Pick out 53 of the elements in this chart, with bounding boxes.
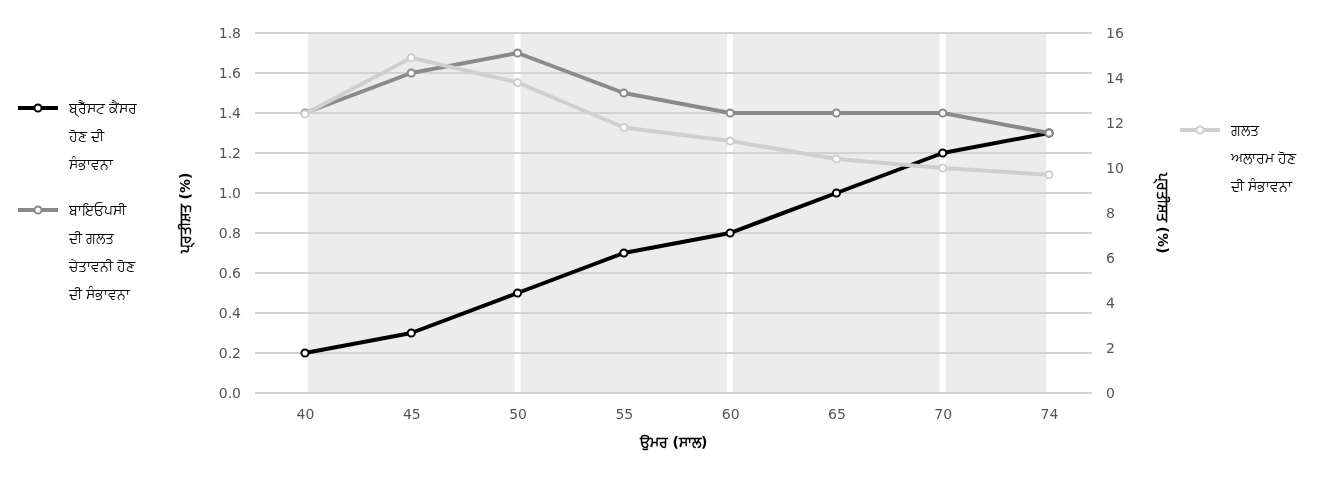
y2-tick-label: 14	[1106, 69, 1124, 86]
point	[619, 88, 629, 98]
x-tick-label: 40	[296, 405, 315, 422]
y-tick-label: 1.8	[218, 24, 241, 41]
point	[513, 48, 523, 58]
point	[938, 148, 948, 158]
point	[406, 53, 416, 63]
point	[831, 108, 841, 118]
y2-tick-label: 8	[1106, 204, 1115, 221]
legend-label: ਬਾਇਓਪਸੀ ਦੀ ਗਲਤ ਚੇਤਾਵਨੀ ਹੋਣ ਦੀ ਸੰਭਾਵਨਾ	[68, 202, 137, 302]
point	[725, 108, 735, 118]
y2-tick-label: 0	[1106, 384, 1115, 401]
point	[513, 288, 523, 298]
legend-label: ਗਲਤ ਅਲਾਰਮ ਹੋਣ ਦੀ ਸੰਭਾਵਨਾ	[1230, 122, 1298, 194]
point	[406, 328, 416, 338]
y2-tick-label: 2	[1106, 339, 1115, 356]
point	[619, 122, 629, 133]
y-tick-label: 0.6	[218, 264, 242, 281]
x-tick-label: 45	[402, 405, 421, 422]
y-tick-label: 0.2	[218, 344, 241, 361]
x-axis-title: ਉਮਰ (ਸਾਲ)	[638, 434, 708, 451]
point	[725, 136, 735, 146]
y2-tick-label: 4	[1106, 294, 1115, 311]
y-tick-label: 1.6	[218, 64, 242, 81]
legend-label: ਬ੍ਰੈੱਸਟ ਕੈਂਸਰ ਹੋਣ ਦੀ ਸੰਭਾਵਨਾ	[68, 100, 138, 172]
y2-tick-label: 10	[1106, 159, 1124, 176]
point	[619, 248, 629, 258]
y-tick-label: 1.0	[218, 184, 241, 201]
y-tick-label: 0.4	[218, 304, 242, 321]
point	[725, 228, 735, 238]
x-tick-label: 74	[1040, 405, 1059, 422]
y-tick-label: 0.8	[218, 224, 241, 241]
point	[406, 68, 416, 78]
point	[1044, 170, 1054, 180]
y2-axis-title: ਪ੍ਰਤੀਸ਼ਤ (%)	[1153, 171, 1171, 254]
point	[831, 154, 841, 164]
point	[938, 163, 948, 173]
x-tick-label: 50	[509, 405, 527, 422]
y2-tick-label: 16	[1106, 24, 1124, 41]
y-axis-title: ਪ੍ਰਤੀਸ਼ਤ (%)	[177, 172, 195, 255]
y-tick-label: 0.0	[218, 384, 241, 401]
point	[513, 77, 523, 88]
y2-tick-label: 12	[1106, 114, 1124, 131]
point	[831, 188, 841, 198]
y-tick-label: 1.4	[218, 104, 242, 121]
point	[300, 348, 310, 358]
x-tick-label: 65	[828, 405, 846, 422]
x-tick-label: 60	[721, 405, 740, 422]
point	[938, 108, 948, 118]
x-tick-label: 55	[615, 405, 634, 422]
y-tick-label: 1.2	[218, 144, 241, 161]
x-tick-label: 70	[934, 405, 953, 422]
y2-tick-label: 6	[1106, 249, 1115, 266]
